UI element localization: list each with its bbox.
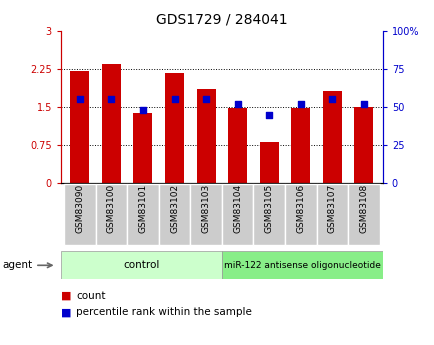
FancyBboxPatch shape [221, 251, 382, 279]
Bar [133, 113, 152, 183]
Point [171, 97, 178, 102]
FancyBboxPatch shape [253, 184, 284, 245]
Text: miR-122 antisense oligonucleotide: miR-122 antisense oligonucleotide [224, 261, 380, 270]
Text: percentile rank within the sample: percentile rank within the sample [76, 307, 251, 317]
Bar [259, 142, 278, 183]
Bar [354, 107, 372, 183]
Text: GSM83090: GSM83090 [75, 184, 84, 233]
Point [76, 97, 83, 102]
Text: GSM83103: GSM83103 [201, 184, 210, 233]
Point [139, 107, 146, 113]
Text: GSM83105: GSM83105 [264, 184, 273, 233]
FancyBboxPatch shape [347, 184, 379, 245]
FancyBboxPatch shape [158, 184, 190, 245]
Text: GSM83108: GSM83108 [358, 184, 368, 233]
Text: ■: ■ [61, 307, 71, 317]
Text: GSM83104: GSM83104 [233, 184, 242, 233]
Point [108, 97, 115, 102]
FancyBboxPatch shape [61, 251, 221, 279]
Bar [164, 73, 184, 183]
Bar [70, 70, 89, 183]
FancyBboxPatch shape [284, 184, 316, 245]
Point [359, 101, 366, 107]
Point [328, 97, 335, 102]
Text: control: control [123, 260, 159, 270]
Text: count: count [76, 291, 105, 301]
Point [233, 101, 240, 107]
Point [296, 101, 303, 107]
Text: GSM83100: GSM83100 [107, 184, 115, 233]
Text: agent: agent [2, 260, 32, 270]
Text: GSM83107: GSM83107 [327, 184, 336, 233]
Point [202, 97, 209, 102]
Point [265, 112, 272, 117]
Bar [228, 108, 247, 183]
Text: GDS1729 / 284041: GDS1729 / 284041 [156, 12, 287, 26]
FancyBboxPatch shape [221, 184, 253, 245]
FancyBboxPatch shape [95, 184, 127, 245]
Text: ■: ■ [61, 291, 71, 301]
Bar [322, 91, 341, 183]
FancyBboxPatch shape [316, 184, 347, 245]
FancyBboxPatch shape [64, 184, 95, 245]
Text: GSM83101: GSM83101 [138, 184, 147, 233]
Bar [291, 108, 309, 183]
FancyBboxPatch shape [190, 184, 221, 245]
FancyBboxPatch shape [127, 184, 158, 245]
Bar [102, 64, 121, 183]
Text: GSM83102: GSM83102 [170, 184, 179, 233]
Bar [196, 89, 215, 183]
Text: GSM83106: GSM83106 [296, 184, 305, 233]
